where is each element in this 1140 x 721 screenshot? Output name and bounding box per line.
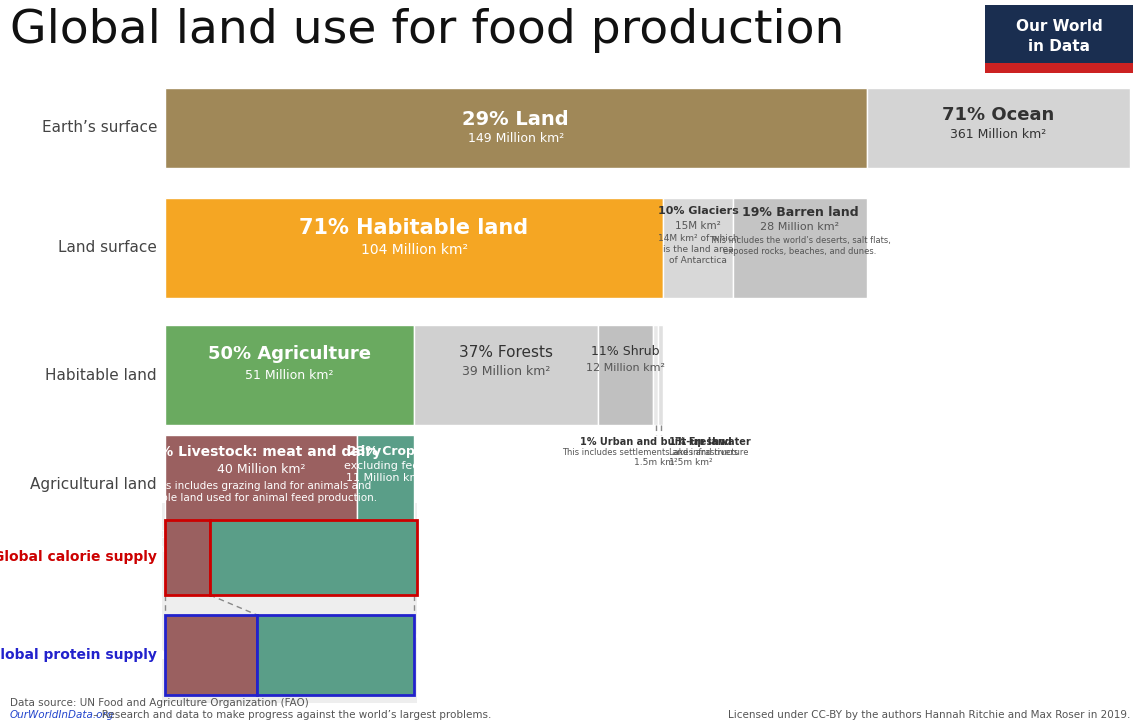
Text: Habitable land: Habitable land (46, 368, 157, 383)
Text: This includes the world’s deserts, salt flats,: This includes the world’s deserts, salt … (709, 236, 890, 245)
Bar (162, 503, 417, 703)
Text: 18% from: 18% from (161, 530, 214, 540)
Text: 37% from: 37% from (170, 627, 252, 642)
Text: 12 Million km²: 12 Million km² (586, 363, 666, 373)
Text: 1.5m km²: 1.5m km² (634, 458, 677, 467)
Text: 29% Land: 29% Land (463, 110, 569, 129)
Text: 28 Million km²: 28 Million km² (760, 222, 839, 232)
Bar (414, 325, 598, 425)
Text: 15M km²: 15M km² (675, 221, 722, 231)
Text: Agricultural land: Agricultural land (31, 477, 157, 492)
Text: 104 Million km²: 104 Million km² (360, 243, 467, 257)
Text: Lakes and rivers: Lakes and rivers (669, 448, 738, 457)
Bar (165, 198, 663, 298)
Bar (733, 198, 866, 298)
Text: food: food (315, 647, 357, 665)
Bar (357, 435, 414, 535)
Text: 19% Barren land: 19% Barren land (742, 206, 858, 219)
Text: 361 Million km²: 361 Million km² (950, 128, 1047, 141)
Text: 14M km² of which: 14M km² of which (658, 234, 739, 243)
Bar (663, 198, 733, 298)
Bar (165, 88, 866, 168)
Text: of Antarctica: of Antarctica (669, 256, 727, 265)
Text: Licensed under CC-BY by the authors Hannah Ritchie and Max Roser in 2019.: Licensed under CC-BY by the authors Hann… (727, 710, 1130, 720)
Text: Land surface: Land surface (58, 241, 157, 255)
Text: is the land area: is the land area (662, 245, 733, 254)
Text: 149 Million km²: 149 Million km² (467, 132, 564, 145)
Text: Our World: Our World (1016, 19, 1102, 34)
Text: 83% from plant-based: 83% from plant-based (210, 534, 417, 552)
Text: Earth’s surface: Earth’s surface (41, 120, 157, 136)
Text: 71% Habitable land: 71% Habitable land (300, 218, 529, 238)
Bar (653, 325, 658, 425)
Text: 40 Million km²: 40 Million km² (217, 463, 306, 476)
Text: 1.5m km²: 1.5m km² (669, 458, 712, 467)
Text: 77% Livestock: meat and dairy: 77% Livestock: meat and dairy (140, 445, 382, 459)
Text: 39 Million km²: 39 Million km² (462, 365, 551, 378)
Bar (165, 615, 258, 695)
Text: Global land use for food production: Global land use for food production (10, 8, 845, 53)
Text: Global protein supply: Global protein supply (0, 648, 157, 662)
Text: Data source: UN Food and Agriculture Organization (FAO): Data source: UN Food and Agriculture Org… (10, 698, 309, 708)
Text: 37% Forests: 37% Forests (459, 345, 553, 360)
Text: 63% from plant-based: 63% from plant-based (233, 627, 439, 645)
Bar (658, 325, 663, 425)
Text: 11 Million km²: 11 Million km² (345, 473, 425, 483)
Text: This includes settlements and infrastructure: This includes settlements and infrastruc… (562, 448, 749, 457)
Text: 51 Million km²: 51 Million km² (245, 369, 334, 382)
Text: 11% Shrub: 11% Shrub (592, 345, 660, 358)
Text: food: food (292, 555, 334, 573)
Text: in Data: in Data (1028, 39, 1090, 54)
Bar (598, 325, 653, 425)
Text: 50% Agriculture: 50% Agriculture (207, 345, 370, 363)
Bar (165, 520, 210, 595)
Text: Global calorie supply: Global calorie supply (0, 551, 157, 565)
Text: arable land used for animal feed production.: arable land used for animal feed product… (145, 493, 377, 503)
Bar (258, 615, 414, 695)
Text: This includes grazing land for animals and: This includes grazing land for animals a… (150, 481, 372, 491)
Text: exposed rocks, beaches, and dunes.: exposed rocks, beaches, and dunes. (723, 247, 877, 256)
Text: 71% Ocean: 71% Ocean (942, 106, 1054, 124)
Bar (165, 325, 414, 425)
Text: 23% Crops: 23% Crops (349, 445, 423, 458)
Bar (866, 88, 1130, 168)
Text: 1% Freshwater: 1% Freshwater (669, 437, 750, 447)
Text: 1% Urban and built-up land: 1% Urban and built-up land (580, 437, 732, 447)
Text: meat & dairy: meat & dairy (155, 544, 219, 554)
Text: excluding feed: excluding feed (344, 461, 426, 471)
Bar (985, 63, 1133, 73)
Text: 10% Glaciers: 10% Glaciers (658, 206, 739, 216)
Text: – Research and data to make progress against the world’s largest problems.: – Research and data to make progress aga… (90, 710, 491, 720)
Bar (985, 5, 1133, 73)
Bar (165, 435, 357, 535)
Bar (210, 520, 416, 595)
Text: OurWorldInData.org: OurWorldInData.org (10, 710, 114, 720)
Text: meat & dairy: meat & dairy (155, 647, 267, 662)
